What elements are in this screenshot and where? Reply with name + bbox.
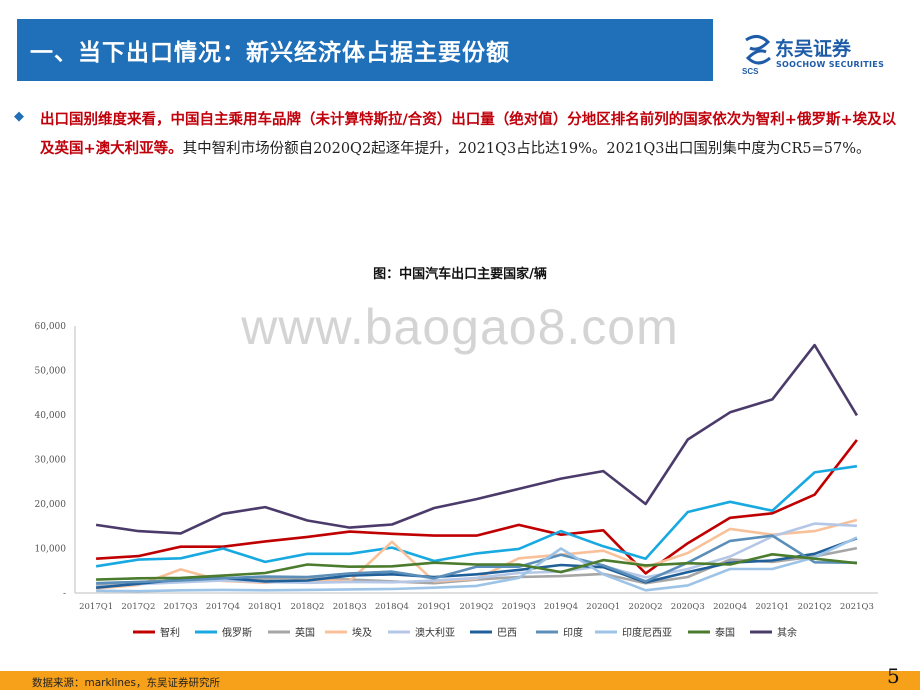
- logo-icon: SCS: [742, 35, 771, 76]
- page-number: 5: [887, 664, 900, 688]
- series-line-印度尼西亚: [96, 536, 858, 593]
- y-tick-label: 40,000: [35, 411, 67, 421]
- y-tick-label: 50,000: [35, 367, 67, 377]
- x-tick-label: 2017Q1: [79, 602, 113, 612]
- series-line-澳大利亚: [96, 522, 857, 589]
- legend-label: 泰国: [715, 626, 735, 639]
- diamond-icon: ◆: [14, 109, 24, 124]
- x-tick-label: 2019Q4: [544, 602, 578, 612]
- legend-label: 印度尼西亚: [622, 626, 672, 639]
- y-tick-label: 20,000: [35, 500, 67, 510]
- legend-label: 其余: [777, 626, 797, 639]
- x-tick-label: 2019Q2: [459, 602, 493, 612]
- normal-text: 其中智利市场份额自2020Q2起逐年提升，2021Q3占比达19%。2021Q3…: [182, 141, 871, 157]
- legend-label: 俄罗斯: [222, 626, 252, 639]
- x-tick-label: 2019Q3: [502, 602, 536, 612]
- logo-mark: SCS: [742, 67, 759, 76]
- x-tick-label: 2020Q1: [586, 602, 620, 612]
- x-tick-label: 2021Q1: [755, 602, 789, 612]
- x-tick-label: 2019Q1: [417, 602, 451, 612]
- line-chart: - 10,000 20,000 30,000 40,000 50,000 60,000 201…: [35, 322, 878, 639]
- legend-label: 巴西: [497, 627, 517, 639]
- logo-subtitle: SOOCHOW SECURITIES: [776, 60, 885, 69]
- legend-label: 智利: [160, 626, 180, 639]
- legend-label: 印度: [563, 626, 583, 639]
- series-line-印度: [96, 534, 857, 585]
- series-line-泰国: [96, 552, 858, 581]
- y-tick-label: 60,000: [35, 322, 67, 332]
- x-tick-label: 2017Q3: [164, 602, 198, 612]
- legend-label: 英国: [295, 626, 315, 639]
- x-tick-label: 2018Q1: [248, 602, 282, 612]
- x-tick-label: 2017Q2: [121, 602, 155, 612]
- legend-label: 澳大利亚: [415, 626, 455, 639]
- x-tick-label: 2020Q2: [629, 602, 663, 612]
- legend-label: 埃及: [352, 626, 372, 639]
- x-tick-label: 2017Q4: [206, 602, 240, 612]
- x-tick-label: 2018Q2: [290, 602, 324, 612]
- series-line-俄罗斯: [95, 464, 858, 568]
- series-line-智利: [96, 439, 858, 575]
- y-tick-label: 30,000: [35, 456, 67, 466]
- footer-bar: [0, 671, 920, 690]
- data-source: 数据来源：marklines，东吴证券研究所: [32, 677, 220, 689]
- title-bar: [17, 19, 713, 81]
- x-tick-label: 2021Q3: [840, 602, 874, 612]
- series-line-其余: [95, 343, 859, 535]
- slide-title: 一、当下出口情况：新兴经济体占据主要份额: [30, 40, 510, 66]
- chart-title: 图：中国汽车出口主要国家/辆: [373, 267, 547, 282]
- body-paragraph: 出口国别维度来看，中国自主乘用车品牌（未计算特斯拉/合资）出口量（绝对值）分地区…: [40, 106, 900, 164]
- x-tick-label: 2020Q3: [671, 602, 705, 612]
- y-tick-label: -: [63, 589, 66, 599]
- x-tick-label: 2018Q3: [333, 602, 367, 612]
- x-tick-label: 2021Q2: [798, 602, 832, 612]
- watermark: www.baogao8.com: [241, 299, 679, 355]
- x-tick-label: 2018Q4: [375, 602, 409, 612]
- x-tick-label: 2020Q4: [713, 602, 747, 612]
- logo-name: 东吴证券: [775, 38, 852, 60]
- y-tick-label: 10,000: [35, 545, 67, 555]
- highlight-text: 出口国别维度来看，中国自主乘用车品牌（未计算特斯拉/合资）出口量（绝对值）分地区…: [40, 112, 897, 157]
